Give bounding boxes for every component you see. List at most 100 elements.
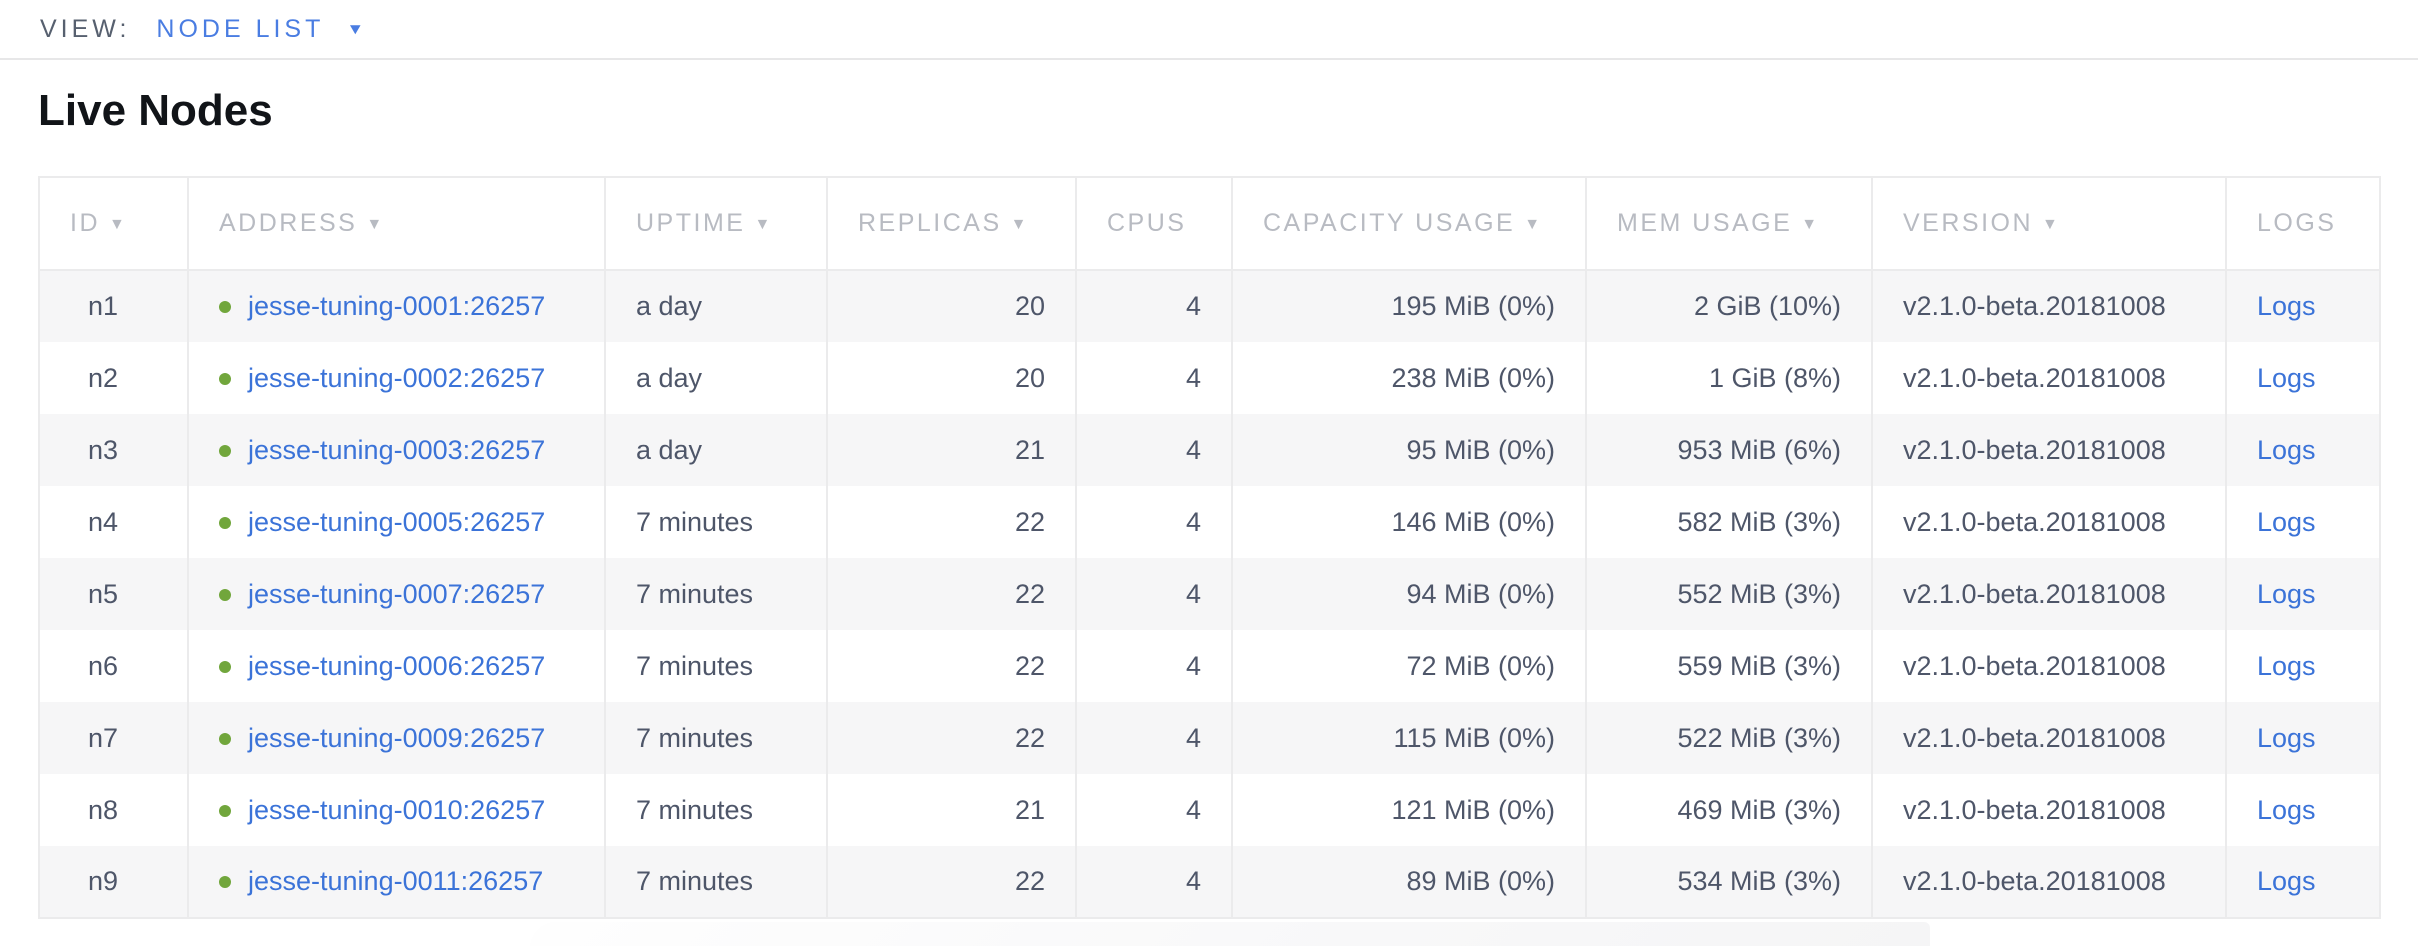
cell-id: n5 (39, 558, 189, 630)
cell-id: n2 (39, 342, 189, 414)
logs-link[interactable]: Logs (2257, 722, 2316, 753)
column-header-id[interactable]: ID ▼ (39, 177, 189, 271)
cell-uptime: 7 minutes (605, 486, 828, 558)
cell-version: v2.1.0-beta.20181008 (1872, 702, 2227, 774)
address-link[interactable]: jesse-tuning-0001:26257 (248, 291, 546, 321)
live-nodes-table: ID ▼ ADDRESS ▼ UPTIME ▼ REPLICAS ▼ CPUS CAPACITY … (38, 176, 2381, 919)
table-row: n6 jesse-tuning-0006:26257 7 minutes 22 4 72 … (39, 630, 2380, 702)
cell-address: jesse-tuning-0007:26257 (188, 558, 606, 630)
address-link[interactable]: jesse-tuning-0009:26257 (248, 722, 546, 753)
cell-replicas: 22 (827, 702, 1077, 774)
cell-capacity: 94 MiB (0%) (1232, 558, 1587, 630)
column-header-uptime[interactable]: UPTIME ▼ (605, 177, 828, 271)
cell-version: v2.1.0-beta.20181008 (1872, 270, 2227, 342)
logs-link[interactable]: Logs (2257, 794, 2316, 825)
cell-mem: 953 MiB (6%) (1586, 414, 1873, 486)
address-link[interactable]: jesse-tuning-0005:26257 (248, 506, 546, 537)
node-status-dot (219, 372, 231, 385)
cell-version: v2.1.0-beta.20181008 (1872, 630, 2227, 702)
cell-capacity: 95 MiB (0%) (1232, 414, 1587, 486)
cell-version: v2.1.0-beta.20181008 (1872, 846, 2227, 918)
table-row: n4 jesse-tuning-0005:26257 7 minutes 22 4 146… (39, 486, 2380, 558)
cell-uptime: a day (605, 414, 828, 486)
cell-address: jesse-tuning-0001:26257 (188, 270, 606, 342)
cell-logs: Logs (2226, 630, 2380, 702)
address-link[interactable]: jesse-tuning-0011:26257 (248, 866, 544, 896)
cell-id: n8 (39, 774, 189, 846)
address-link[interactable]: jesse-tuning-0002:26257 (248, 362, 546, 393)
address-link[interactable]: jesse-tuning-0010:26257 (248, 794, 546, 825)
cell-uptime: a day (605, 342, 828, 414)
cell-capacity: 238 MiB (0%) (1232, 342, 1587, 414)
cell-address: jesse-tuning-0009:26257 (188, 702, 606, 774)
column-header-mem[interactable]: MEM USAGE ▼ (1586, 177, 1873, 271)
cell-mem: 534 MiB (3%) (1586, 846, 1873, 918)
node-status-dot (219, 804, 231, 817)
cell-logs: Logs (2226, 702, 2380, 774)
cell-id: n6 (39, 630, 189, 702)
cell-capacity: 72 MiB (0%) (1232, 630, 1587, 702)
cell-version: v2.1.0-beta.20181008 (1872, 774, 2227, 846)
view-selector-bar: VIEW: NODE LIST ▼ (0, 0, 2418, 60)
cell-address: jesse-tuning-0003:26257 (188, 414, 606, 486)
cell-version: v2.1.0-beta.20181008 (1872, 558, 2227, 630)
sort-desc-icon: ▼ (366, 216, 385, 233)
column-header-capacity[interactable]: CAPACITY USAGE ▼ (1232, 177, 1587, 271)
logs-link[interactable]: Logs (2257, 578, 2316, 609)
cell-logs: Logs (2226, 342, 2380, 414)
cell-mem: 1 GiB (8%) (1586, 342, 1873, 414)
live-nodes-table-container: ID ▼ ADDRESS ▼ UPTIME ▼ REPLICAS ▼ CPUS CAPACITY … (38, 176, 2418, 919)
cell-mem: 552 MiB (3%) (1586, 558, 1873, 630)
address-link[interactable]: jesse-tuning-0003:26257 (248, 434, 546, 465)
cell-address: jesse-tuning-0005:26257 (188, 486, 606, 558)
node-status-dot (219, 444, 231, 457)
cell-logs: Logs (2226, 558, 2380, 630)
cell-logs: Logs (2226, 270, 2380, 342)
column-label: LOGS (2257, 209, 2337, 237)
table-header-row: ID ▼ ADDRESS ▼ UPTIME ▼ REPLICAS ▼ CPUS CAPACITY … (39, 177, 2380, 271)
column-header-address[interactable]: ADDRESS ▼ (188, 177, 606, 271)
cell-capacity: 195 MiB (0%) (1232, 270, 1587, 342)
view-dropdown-value: NODE LIST (156, 14, 325, 43)
address-link[interactable]: jesse-tuning-0007:26257 (248, 578, 546, 609)
node-status-dot (219, 516, 231, 529)
logs-link[interactable]: Logs (2257, 291, 2316, 321)
address-link[interactable]: jesse-tuning-0006:26257 (248, 650, 546, 681)
cell-mem: 582 MiB (3%) (1586, 486, 1873, 558)
cell-id: n7 (39, 702, 189, 774)
cell-replicas: 22 (827, 846, 1077, 918)
cell-address: jesse-tuning-0002:26257 (188, 342, 606, 414)
cell-uptime: 7 minutes (605, 702, 828, 774)
view-label: VIEW: (40, 14, 131, 43)
table-row: n5 jesse-tuning-0007:26257 7 minutes 22 4 94 … (39, 558, 2380, 630)
column-header-replicas[interactable]: REPLICAS ▼ (827, 177, 1077, 271)
cell-replicas: 22 (827, 630, 1077, 702)
cell-cpus: 4 (1076, 558, 1233, 630)
cell-logs: Logs (2226, 486, 2380, 558)
table-row: n3 jesse-tuning-0003:26257 a day 21 4 95 MiB … (39, 414, 2380, 486)
column-label: REPLICAS (858, 209, 1002, 237)
sort-desc-icon: ▼ (1524, 216, 1543, 233)
cell-mem: 469 MiB (3%) (1586, 774, 1873, 846)
logs-link[interactable]: Logs (2257, 866, 2316, 896)
logs-link[interactable]: Logs (2257, 362, 2316, 393)
cell-id: n3 (39, 414, 189, 486)
column-label: ID (70, 209, 100, 237)
column-label: VERSION (1903, 209, 2034, 237)
cell-replicas: 22 (827, 558, 1077, 630)
cell-cpus: 4 (1076, 702, 1233, 774)
cell-version: v2.1.0-beta.20181008 (1872, 342, 2227, 414)
logs-link[interactable]: Logs (2257, 506, 2316, 537)
cell-version: v2.1.0-beta.20181008 (1872, 486, 2227, 558)
column-header-version[interactable]: VERSION ▼ (1872, 177, 2227, 271)
logs-link[interactable]: Logs (2257, 650, 2316, 681)
cell-address: jesse-tuning-0010:26257 (188, 774, 606, 846)
cell-logs: Logs (2226, 414, 2380, 486)
logs-link[interactable]: Logs (2257, 434, 2316, 465)
cell-id: n1 (39, 270, 189, 342)
cell-mem: 559 MiB (3%) (1586, 630, 1873, 702)
cell-id: n9 (39, 846, 189, 918)
cell-uptime: 7 minutes (605, 558, 828, 630)
cell-replicas: 22 (827, 486, 1077, 558)
view-dropdown[interactable]: NODE LIST ▼ (156, 15, 368, 44)
